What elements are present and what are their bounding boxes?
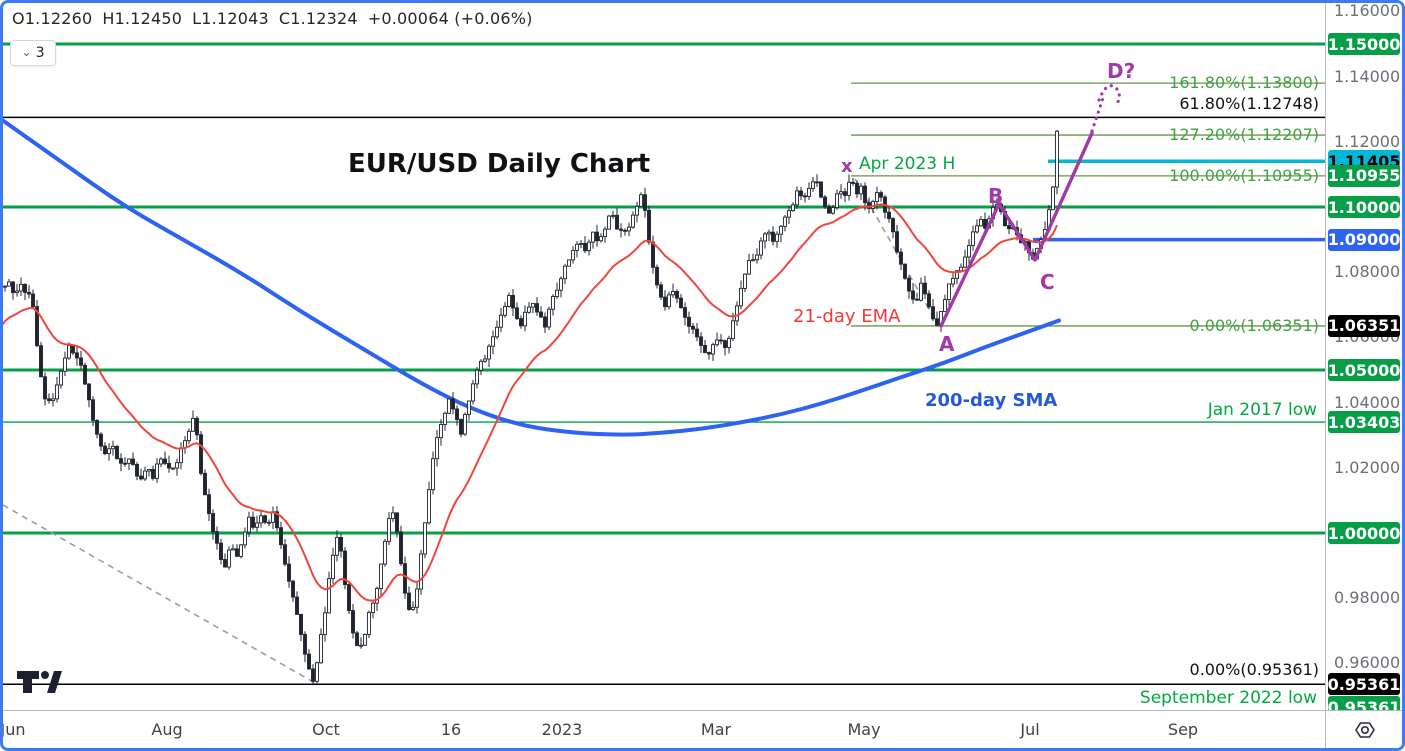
tradingview-logo[interactable] <box>16 668 62 696</box>
ema-line[interactable] <box>3 203 1058 602</box>
time-label: May <box>847 720 881 739</box>
time-axis[interactable]: Jun Aug Oct 16 2023 Mar May Jul Sep <box>0 710 1402 748</box>
price-axis[interactable]: 1.160001.140001.120001.080001.060001.040… <box>1325 3 1402 710</box>
price-badge: 1.00000 <box>1327 522 1401 544</box>
candles[interactable] <box>3 129 1059 685</box>
price-badge: 0.95361 <box>1327 673 1401 696</box>
time-label: Aug <box>151 720 183 739</box>
price-tick: 1.02000 <box>1334 457 1401 477</box>
price-badge: 1.06351 <box>1327 314 1401 337</box>
price-tick: 1.14000 <box>1334 66 1401 86</box>
sma-line[interactable] <box>3 118 1061 437</box>
price-badge: 1.03403 <box>1327 411 1401 434</box>
elliott-wave-annotation[interactable] <box>939 84 1121 328</box>
price-badge: 1.05000 <box>1327 359 1401 381</box>
dashed-trendlines[interactable] <box>3 178 940 684</box>
price-tick: 1.12000 <box>1334 131 1401 151</box>
interval-value: 3 <box>35 45 45 61</box>
price-tick: 1.08000 <box>1334 262 1401 282</box>
price-tick: 1.16000 <box>1334 3 1401 21</box>
time-label: Sep <box>1167 720 1199 739</box>
time-label: Oct <box>312 720 340 739</box>
price-tick: 0.96000 <box>1334 653 1401 673</box>
price-badge: 1.09000 <box>1327 228 1401 251</box>
chevron-down-icon: ⌄ <box>21 44 32 59</box>
price-rays[interactable] <box>1033 159 1325 242</box>
price-tick: 0.98000 <box>1334 588 1401 608</box>
price-badge: 1.15000 <box>1327 33 1401 55</box>
price-badge: 1.10000 <box>1327 196 1401 218</box>
horizontal-levels <box>3 42 1325 685</box>
price-tick: 1.04000 <box>1334 392 1401 412</box>
chart-area[interactable]: O1.12260 H1.12450 L1.12043 C1.12324 +0.00064… <box>3 3 1325 710</box>
time-label: Jul <box>1020 720 1040 739</box>
time-label: 16 <box>440 720 462 739</box>
time-label: Mar <box>700 720 732 739</box>
price-badge: 0.95361 <box>1328 696 1400 710</box>
time-label: 2023 <box>541 720 583 739</box>
price-chart[interactable] <box>3 3 1325 710</box>
time-label: Jun <box>0 720 26 739</box>
eye-settings-icon[interactable] <box>1353 720 1377 740</box>
axis-corner[interactable] <box>1325 711 1402 748</box>
interval-selector[interactable]: ⌄ 3 <box>10 40 56 66</box>
price-badge: 1.10955 <box>1327 164 1401 187</box>
